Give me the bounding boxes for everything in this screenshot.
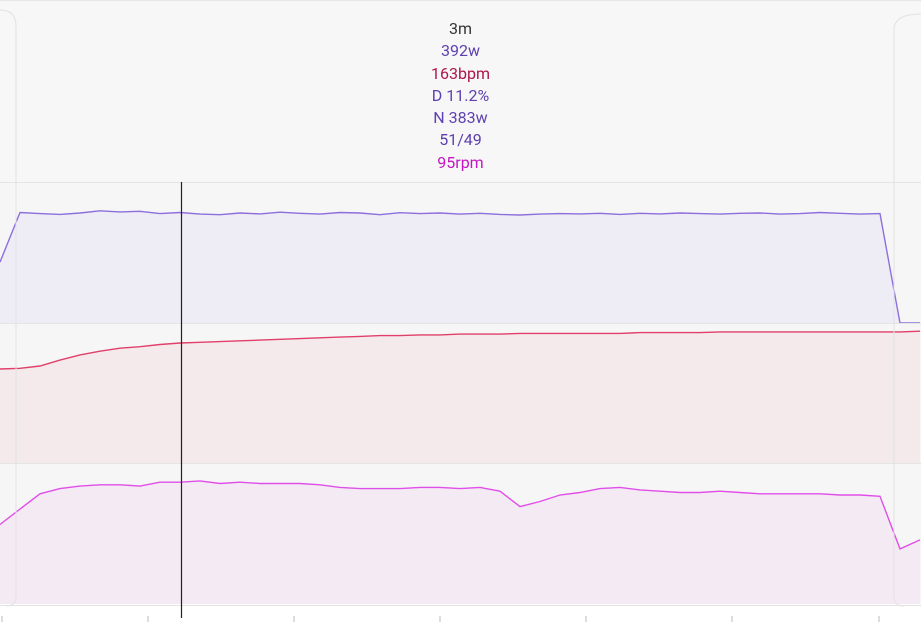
heart-rate-label: 163bpm [431, 63, 490, 83]
series-line [0, 210, 920, 324]
frame-right [893, 13, 921, 607]
area-fill [0, 210, 920, 323]
series-line [0, 330, 921, 370]
power-label: 392w [441, 41, 480, 61]
panels [0, 182, 921, 606]
time-ticks [1, 616, 880, 622]
panel-bg [0, 463, 921, 604]
decoupling-label: D 11.2% [431, 85, 490, 105]
panel-bg [0, 182, 921, 323]
cadence-label: 95rpm [437, 152, 484, 172]
frame-left [0, 9, 17, 607]
area-fill [0, 480, 920, 604]
tooltip-bg [0, 0, 921, 182]
series-line [0, 480, 921, 550]
balance-label: 51/49 [439, 130, 482, 150]
tooltip: 3m 392w 163bpm D 11.2% N 383w 51/49 95rp… [0, 0, 921, 174]
panel-bg [0, 323, 921, 464]
time-label: 3m [448, 19, 473, 38]
area-fill [0, 331, 920, 464]
normalized-power-label: N 383w [433, 108, 488, 128]
